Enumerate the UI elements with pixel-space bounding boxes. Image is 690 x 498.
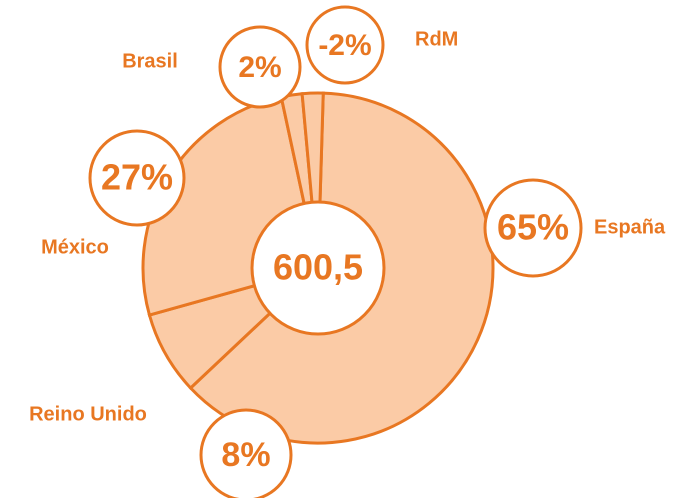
value-label: 2% xyxy=(238,51,281,84)
value-bubble xyxy=(199,408,293,498)
value-bubble xyxy=(218,25,302,109)
value-label: 65% xyxy=(497,207,569,248)
category-label: Reino Unido xyxy=(29,403,147,425)
center-circle xyxy=(250,200,386,336)
category-label: España xyxy=(594,216,666,238)
category-label: México xyxy=(41,236,109,258)
center-label: 600,5 xyxy=(273,247,363,288)
value-bubble xyxy=(483,178,583,278)
value-bubble xyxy=(305,5,385,85)
value-label: -2% xyxy=(318,29,371,62)
category-label: RdM xyxy=(415,28,458,50)
value-bubble xyxy=(88,129,186,227)
value-label: 27% xyxy=(101,157,173,198)
category-label: Brasil xyxy=(122,50,178,72)
value-label: 8% xyxy=(221,436,270,474)
